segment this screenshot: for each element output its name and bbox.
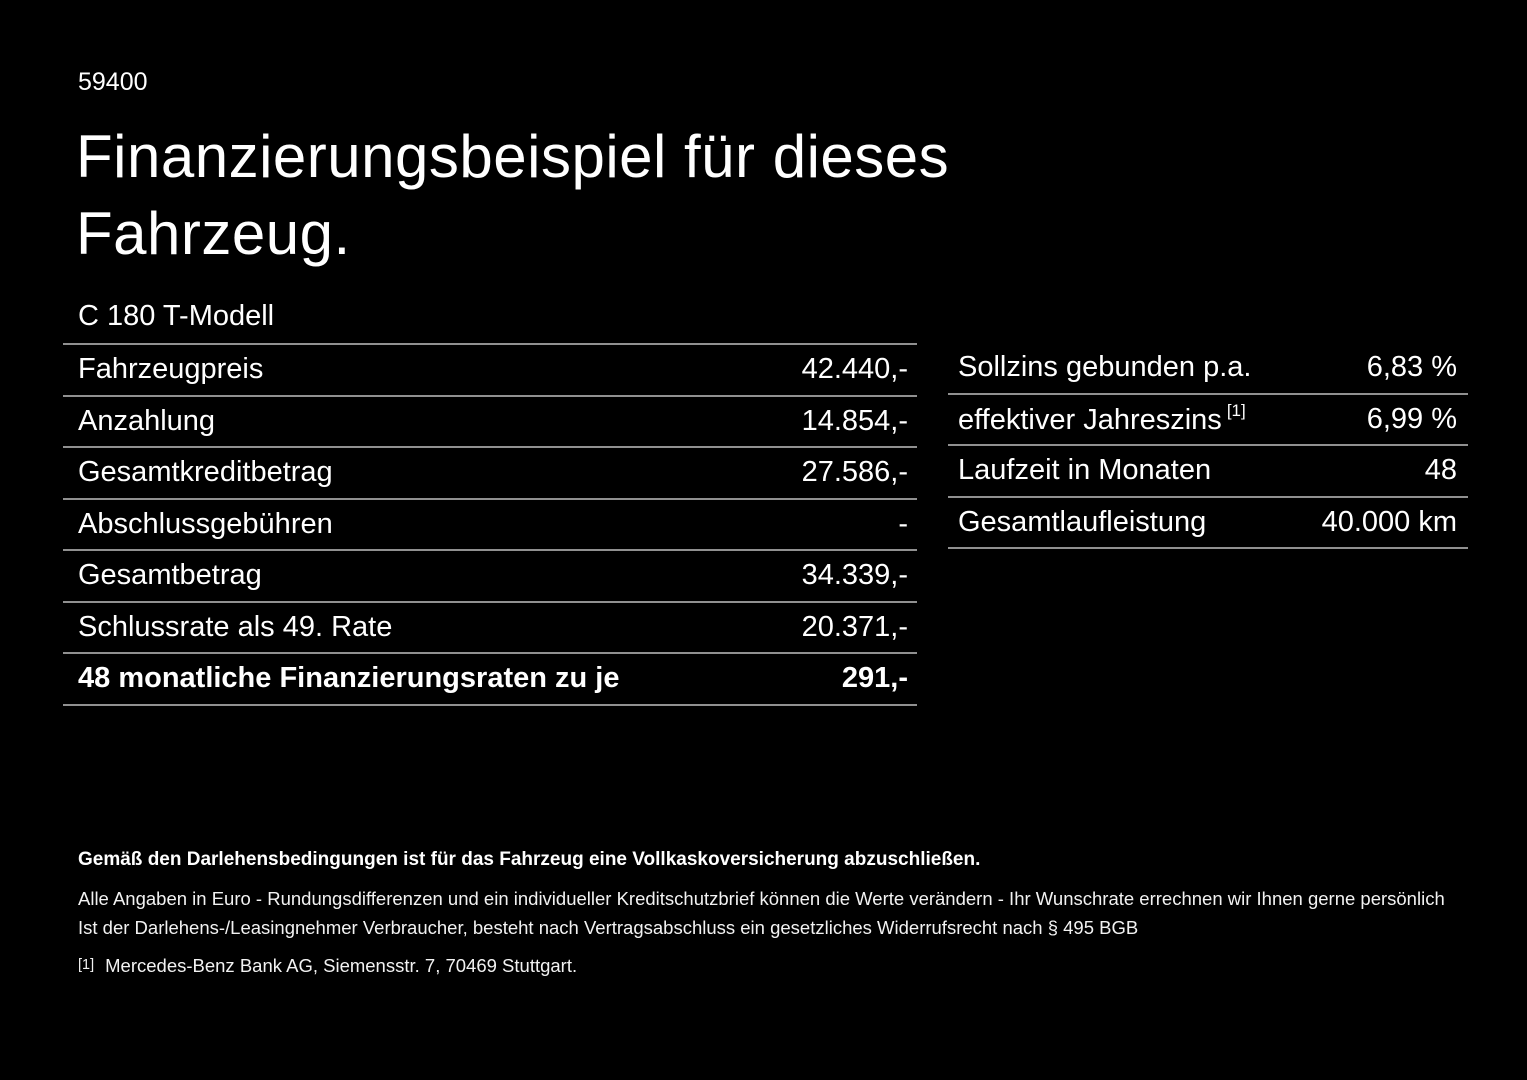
euro-disclaimer-note: Alle Angaben in Euro - Rundungsdifferenz… [78, 888, 1445, 909]
conditions-table: Sollzins gebunden p.a. 6,83 % effektiver… [948, 343, 1468, 549]
legal-footer: Gemäß den Darlehensbedingungen ist für d… [78, 849, 1445, 977]
table-row-sollzins: Sollzins gebunden p.a. 6,83 % [948, 343, 1468, 395]
page-title-line-1: Finanzierungsbeispiel für dieses [76, 123, 950, 190]
table-row-abschlussgebuehren: Abschlussgebühren - [63, 500, 917, 551]
table-row-monatsrate: 48 monatliche Finanzierungsraten zu je 2… [63, 654, 917, 706]
row-value: 14.854,- [801, 404, 908, 437]
page-title: Finanzierungsbeispiel für dieses Fahrzeu… [76, 118, 949, 272]
row-label: Abschlussgebühren [78, 507, 333, 540]
row-label: Gesamtlaufleistung [958, 505, 1207, 538]
bank-footnote-text: Mercedes-Benz Bank AG, Siemensstr. 7, 70… [105, 955, 578, 976]
row-value: 6,83 % [1366, 351, 1457, 384]
table-row-gesamtbetrag: Gesamtbetrag 34.339,- [63, 551, 917, 603]
row-value: 34.339,- [801, 559, 908, 592]
row-value: 27.586,- [801, 456, 908, 489]
row-label: 48 monatliche Finanzierungsraten zu je [78, 662, 620, 695]
row-value: 291,- [841, 662, 908, 695]
widerrufsrecht-note: Ist der Darlehens-/Leasingnehmer Verbrau… [78, 917, 1139, 938]
row-value: 20.371,- [801, 610, 908, 643]
table-row-fahrzeugpreis: Fahrzeugpreis 42.440,- [63, 345, 917, 397]
insurance-requirement-note: Gemäß den Darlehensbedingungen ist für d… [78, 849, 981, 870]
footnote-marker: [1] [78, 957, 95, 973]
row-label: Schlussrate als 49. Rate [78, 610, 393, 643]
row-label: Fahrzeugpreis [78, 353, 264, 386]
row-value: - [898, 507, 908, 540]
row-label: Sollzins gebunden p.a. [958, 351, 1252, 384]
table-row-effektiver-jahreszins: effektiver Jahreszins [1] 6,99 % [948, 395, 1468, 446]
row-value: 48 [1424, 454, 1457, 487]
table-row-anzahlung: Anzahlung 14.854,- [63, 397, 917, 448]
table-row-laufzeit: Laufzeit in Monaten 48 [948, 446, 1468, 498]
row-value: 42.440,- [801, 353, 908, 386]
row-value: 6,99 % [1366, 402, 1457, 435]
listing-number: 59400 [78, 68, 148, 96]
finance-table: Fahrzeugpreis 42.440,- Anzahlung 14.854,… [63, 343, 917, 706]
row-label: Gesamtbetrag [78, 559, 262, 592]
page-title-line-2: Fahrzeug. [76, 200, 351, 267]
row-label: Laufzeit in Monaten [958, 454, 1212, 487]
row-value: 40.000 km [1321, 505, 1457, 538]
row-label: Gesamtkreditbetrag [78, 456, 333, 489]
table-row-gesamtlaufleistung: Gesamtlaufleistung 40.000 km [948, 498, 1468, 549]
footnote-marker-superscript: [1] [1226, 401, 1246, 421]
table-row-gesamtkreditbetrag: Gesamtkreditbetrag 27.586,- [63, 448, 917, 500]
row-label: effektiver Jahreszins [1] [958, 401, 1246, 437]
table-row-schlussrate: Schlussrate als 49. Rate 20.371,- [63, 603, 917, 654]
bank-footnote: [1] Mercedes-Benz Bank AG, Siemensstr. 7,… [78, 955, 1445, 977]
row-label: Anzahlung [78, 404, 216, 437]
vehicle-model: C 180 T-Modell [78, 300, 275, 332]
row-label-text: effektiver Jahreszins [958, 404, 1222, 437]
